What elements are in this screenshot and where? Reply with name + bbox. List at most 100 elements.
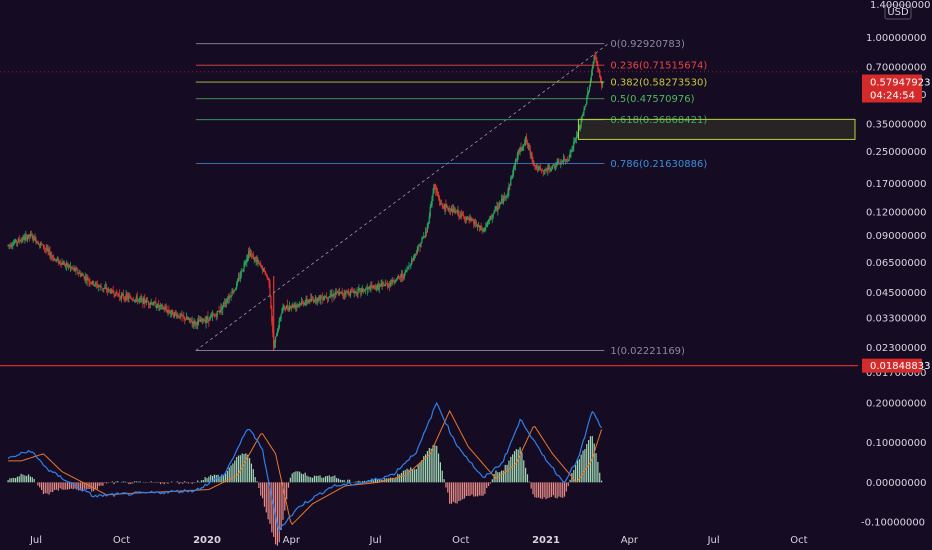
candle bbox=[34, 233, 36, 242]
candle bbox=[583, 106, 585, 117]
candle bbox=[399, 273, 402, 283]
candle bbox=[530, 151, 532, 160]
candle bbox=[451, 204, 454, 216]
candle bbox=[392, 279, 394, 283]
candle bbox=[338, 287, 341, 296]
candle bbox=[498, 202, 500, 210]
candle bbox=[339, 291, 341, 295]
candle bbox=[211, 312, 213, 318]
candle bbox=[596, 57, 598, 67]
candle bbox=[254, 256, 256, 262]
candle bbox=[387, 283, 390, 289]
candle bbox=[251, 253, 253, 258]
candle bbox=[466, 215, 468, 221]
candle bbox=[567, 159, 569, 162]
candle bbox=[119, 289, 121, 302]
candle bbox=[119, 295, 122, 301]
candle bbox=[56, 256, 58, 262]
candle bbox=[441, 203, 443, 209]
candle bbox=[373, 285, 375, 289]
price-tick-label: 0.17000000 bbox=[866, 179, 926, 190]
candle bbox=[389, 279, 391, 288]
candle bbox=[77, 268, 79, 275]
macd-tick-label: -0.10000000 bbox=[861, 518, 925, 529]
currency-button[interactable]: USD bbox=[884, 4, 912, 20]
candle bbox=[180, 313, 182, 321]
candle bbox=[580, 116, 582, 129]
candle bbox=[81, 272, 84, 276]
candle bbox=[41, 243, 44, 245]
candle bbox=[51, 251, 53, 261]
candle bbox=[462, 211, 465, 219]
price-tick-label: 0.03300000 bbox=[866, 314, 926, 325]
candle bbox=[244, 260, 246, 267]
candle bbox=[123, 296, 125, 303]
candle bbox=[380, 279, 382, 288]
candle bbox=[201, 317, 203, 325]
candle bbox=[324, 295, 327, 298]
candle bbox=[526, 139, 529, 149]
candle bbox=[331, 288, 333, 303]
candle bbox=[568, 154, 570, 162]
candle bbox=[500, 194, 503, 205]
candle bbox=[550, 167, 552, 172]
candle bbox=[600, 75, 602, 83]
candle bbox=[32, 234, 34, 243]
candle bbox=[253, 256, 255, 264]
candle bbox=[311, 293, 313, 303]
candle bbox=[397, 275, 399, 280]
candle bbox=[112, 285, 114, 294]
candle bbox=[481, 226, 483, 235]
candle bbox=[459, 215, 461, 220]
candle bbox=[82, 273, 84, 277]
candle bbox=[594, 51, 596, 60]
candle bbox=[377, 280, 379, 292]
candle bbox=[422, 236, 424, 240]
candle bbox=[62, 260, 64, 265]
candle bbox=[364, 287, 366, 294]
candle bbox=[26, 233, 28, 242]
candle bbox=[600, 76, 603, 90]
candle bbox=[83, 275, 85, 281]
candle bbox=[512, 169, 514, 180]
candle bbox=[266, 274, 268, 281]
demand-zone[interactable] bbox=[577, 118, 856, 140]
candle bbox=[8, 244, 10, 250]
candle bbox=[318, 294, 320, 301]
candle bbox=[440, 199, 442, 205]
candle bbox=[25, 230, 27, 242]
candle bbox=[384, 284, 386, 287]
candle bbox=[303, 302, 305, 306]
macd-indicator[interactable] bbox=[7, 401, 603, 546]
candle bbox=[324, 295, 326, 301]
candle bbox=[447, 205, 449, 211]
candle bbox=[285, 307, 287, 312]
candle bbox=[411, 256, 413, 266]
time-axis[interactable]: Jul Oct 2020 Apr Jul Oct 2021 Apr Jul Oct bbox=[29, 535, 808, 546]
candle bbox=[354, 290, 356, 294]
candle bbox=[214, 313, 216, 317]
candle bbox=[63, 260, 65, 265]
candle bbox=[49, 246, 51, 259]
candle bbox=[336, 290, 339, 294]
time-tick-label: Jul bbox=[29, 535, 42, 546]
candle bbox=[270, 295, 272, 310]
fib-trendline[interactable] bbox=[195, 43, 609, 351]
candle bbox=[168, 305, 170, 315]
candle bbox=[108, 288, 111, 293]
fibonacci-retracement[interactable]: 0(0.92920783) 0.236(0.71515674) 0.382(0.58… bbox=[0, 39, 858, 367]
candle bbox=[382, 281, 384, 288]
candle bbox=[106, 287, 109, 296]
candle bbox=[286, 304, 288, 310]
candle bbox=[157, 303, 159, 309]
candle bbox=[176, 312, 178, 319]
candle bbox=[356, 291, 358, 297]
candle bbox=[416, 246, 418, 255]
candle bbox=[22, 235, 24, 243]
fib-level-label: 0(0.92920783) bbox=[610, 39, 685, 50]
candle bbox=[388, 280, 391, 292]
candle bbox=[537, 165, 540, 172]
candle bbox=[597, 60, 599, 73]
candle bbox=[151, 302, 153, 306]
